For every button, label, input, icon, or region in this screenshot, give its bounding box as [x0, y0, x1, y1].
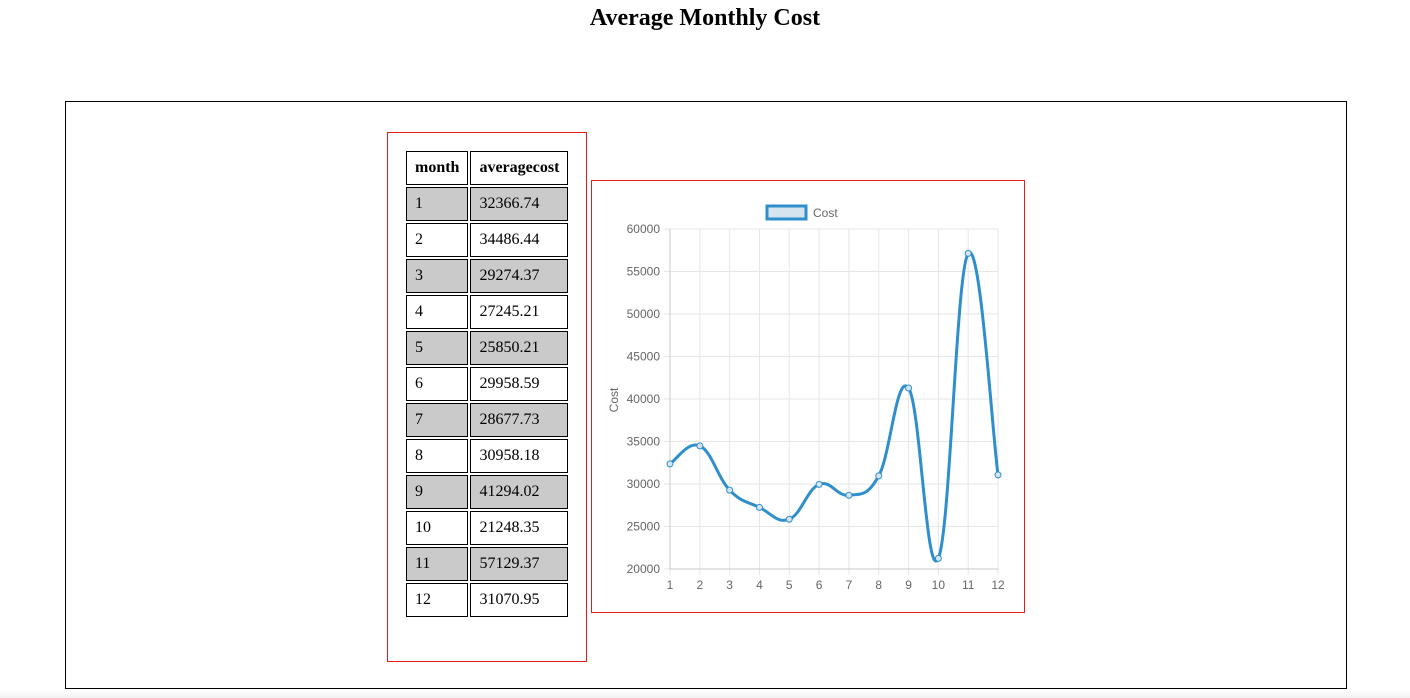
page-title: Average Monthly Cost [589, 5, 821, 31]
chart-legend[interactable]: Cost [765, 204, 838, 221]
table-header-row: month averagecost [406, 151, 569, 185]
cell-month: 5 [406, 331, 469, 365]
x-tick-label: 12 [991, 578, 1005, 592]
y-tick-label: 45000 [627, 350, 661, 364]
cell-averagecost: 57129.37 [470, 547, 569, 581]
data-point[interactable] [666, 460, 674, 468]
x-tick-label: 6 [816, 578, 823, 592]
y-tick-label: 60000 [627, 222, 661, 236]
table-row: 2 34486.44 [406, 223, 569, 257]
data-point[interactable] [994, 471, 1002, 479]
x-tick-label: 2 [696, 578, 703, 592]
table-row: 5 25850.21 [406, 331, 569, 365]
x-tick-label: 1 [667, 578, 674, 592]
data-point[interactable] [785, 515, 793, 523]
line-chart: 20000 25000 30000 35000 40000 45000 50000 55000… [607, 204, 1005, 592]
table-row: 10 21248.35 [406, 511, 569, 545]
x-tick-label: 10 [932, 578, 946, 592]
cell-averagecost: 30958.18 [470, 439, 569, 473]
data-point[interactable] [815, 480, 823, 488]
table-row: 8 30958.18 [406, 439, 569, 473]
table-row: 1 32366.74 [406, 187, 569, 221]
chart-grid [664, 228, 999, 575]
y-tick-label: 25000 [627, 520, 661, 534]
x-tick-label: 4 [756, 578, 763, 592]
cell-averagecost: 29274.37 [470, 259, 569, 293]
table-row: 6 29958.59 [406, 367, 569, 401]
data-point[interactable] [755, 503, 763, 511]
y-tick-label: 40000 [627, 392, 661, 406]
page-footer-edge [0, 690, 1410, 698]
cell-month: 11 [406, 547, 469, 581]
cell-averagecost: 21248.35 [470, 511, 569, 545]
cell-averagecost: 29958.59 [470, 367, 569, 401]
x-tick-label: 3 [726, 578, 733, 592]
cell-averagecost: 32366.74 [470, 187, 569, 221]
header-month: month [406, 151, 469, 185]
table-row: 12 31070.95 [406, 583, 569, 617]
y-tick-label: 20000 [627, 562, 661, 576]
table-frame: month averagecost 1 32366.74 2 34486.44 3 292… [387, 132, 587, 662]
table-row: 3 29274.37 [406, 259, 569, 293]
cell-month: 6 [406, 367, 469, 401]
cell-averagecost: 41294.02 [470, 475, 569, 509]
data-point[interactable] [726, 486, 734, 494]
cell-month: 2 [406, 223, 469, 257]
y-tick-label: 50000 [627, 307, 661, 321]
data-point[interactable] [875, 472, 883, 480]
data-point[interactable] [905, 384, 913, 392]
y-tick-label: 55000 [627, 265, 661, 279]
cell-month: 7 [406, 403, 469, 437]
data-point[interactable] [696, 442, 704, 450]
cell-month: 9 [406, 475, 469, 509]
cost-table: month averagecost 1 32366.74 2 34486.44 3 292… [404, 149, 570, 619]
x-tick-label: 8 [875, 578, 882, 592]
y-axis-ticks: 20000 25000 30000 35000 40000 45000 50000 55000… [627, 222, 661, 576]
table-row: 9 41294.02 [406, 475, 569, 509]
data-point[interactable] [845, 491, 853, 499]
x-tick-label: 7 [846, 578, 853, 592]
data-point[interactable] [934, 554, 942, 562]
x-tick-label: 5 [786, 578, 793, 592]
x-axis-ticks: 1 2 3 4 5 6 7 8 9 10 11 12 [667, 578, 1005, 592]
cell-averagecost: 25850.21 [470, 331, 569, 365]
cell-month: 12 [406, 583, 469, 617]
header-averagecost: averagecost [470, 151, 569, 185]
cell-month: 4 [406, 295, 469, 329]
cell-month: 10 [406, 511, 469, 545]
chart-frame: 20000 25000 30000 35000 40000 45000 50000 55000… [591, 180, 1025, 613]
data-point[interactable] [964, 249, 972, 257]
table-row: 4 27245.21 [406, 295, 569, 329]
series-line-cost [669, 251, 1000, 563]
legend-swatch-cost[interactable] [765, 204, 808, 221]
cell-averagecost: 31070.95 [470, 583, 569, 617]
series-points-cost [666, 249, 1002, 562]
table-body: 1 32366.74 2 34486.44 3 29274.37 4 27245.21 5 258… [406, 187, 569, 617]
cell-averagecost: 28677.73 [470, 403, 569, 437]
cell-month: 3 [406, 259, 469, 293]
cell-averagecost: 34486.44 [470, 223, 569, 257]
x-tick-label: 9 [905, 578, 912, 592]
table-row: 7 28677.73 [406, 403, 569, 437]
legend-label-cost[interactable]: Cost [813, 206, 838, 220]
y-axis-label: Cost [607, 387, 621, 412]
x-tick-label: 11 [962, 578, 975, 592]
cell-month: 8 [406, 439, 469, 473]
y-tick-label: 30000 [627, 477, 661, 491]
content-frame [65, 101, 1347, 689]
y-tick-label: 35000 [627, 435, 661, 449]
cell-month: 1 [406, 187, 469, 221]
table-row: 11 57129.37 [406, 547, 569, 581]
cell-averagecost: 27245.21 [470, 295, 569, 329]
